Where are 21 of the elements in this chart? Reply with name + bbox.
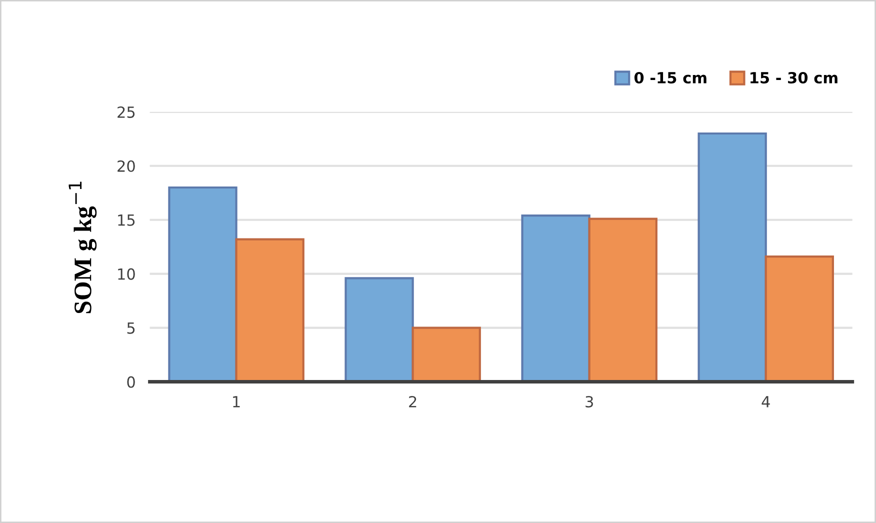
bar	[521, 214, 590, 382]
bar	[412, 326, 481, 382]
x-tick-label: 3	[586, 396, 593, 408]
bar	[588, 218, 658, 382]
bar	[698, 132, 767, 382]
bar	[764, 256, 834, 382]
y-tick-label: 20	[118, 160, 135, 172]
x-tick-label: 2	[409, 396, 416, 408]
legend-label: 0 -15 cm	[634, 72, 706, 84]
x-tick-label: 4	[762, 396, 770, 408]
y-tick-label: 25	[118, 106, 135, 118]
y-tick-label: 0	[127, 376, 135, 388]
bar	[168, 186, 238, 382]
y-axis-title: SOM g kg$^{−1}$	[68, 182, 97, 314]
y-tick-label: 5	[127, 322, 135, 334]
bar	[344, 277, 414, 382]
y-tick-label: 15	[118, 214, 135, 226]
legend-label: 15 - 30 cm	[750, 72, 838, 84]
y-tick-label: 10	[118, 268, 135, 280]
bar	[235, 238, 304, 382]
x-tick-label: 1	[233, 396, 240, 408]
